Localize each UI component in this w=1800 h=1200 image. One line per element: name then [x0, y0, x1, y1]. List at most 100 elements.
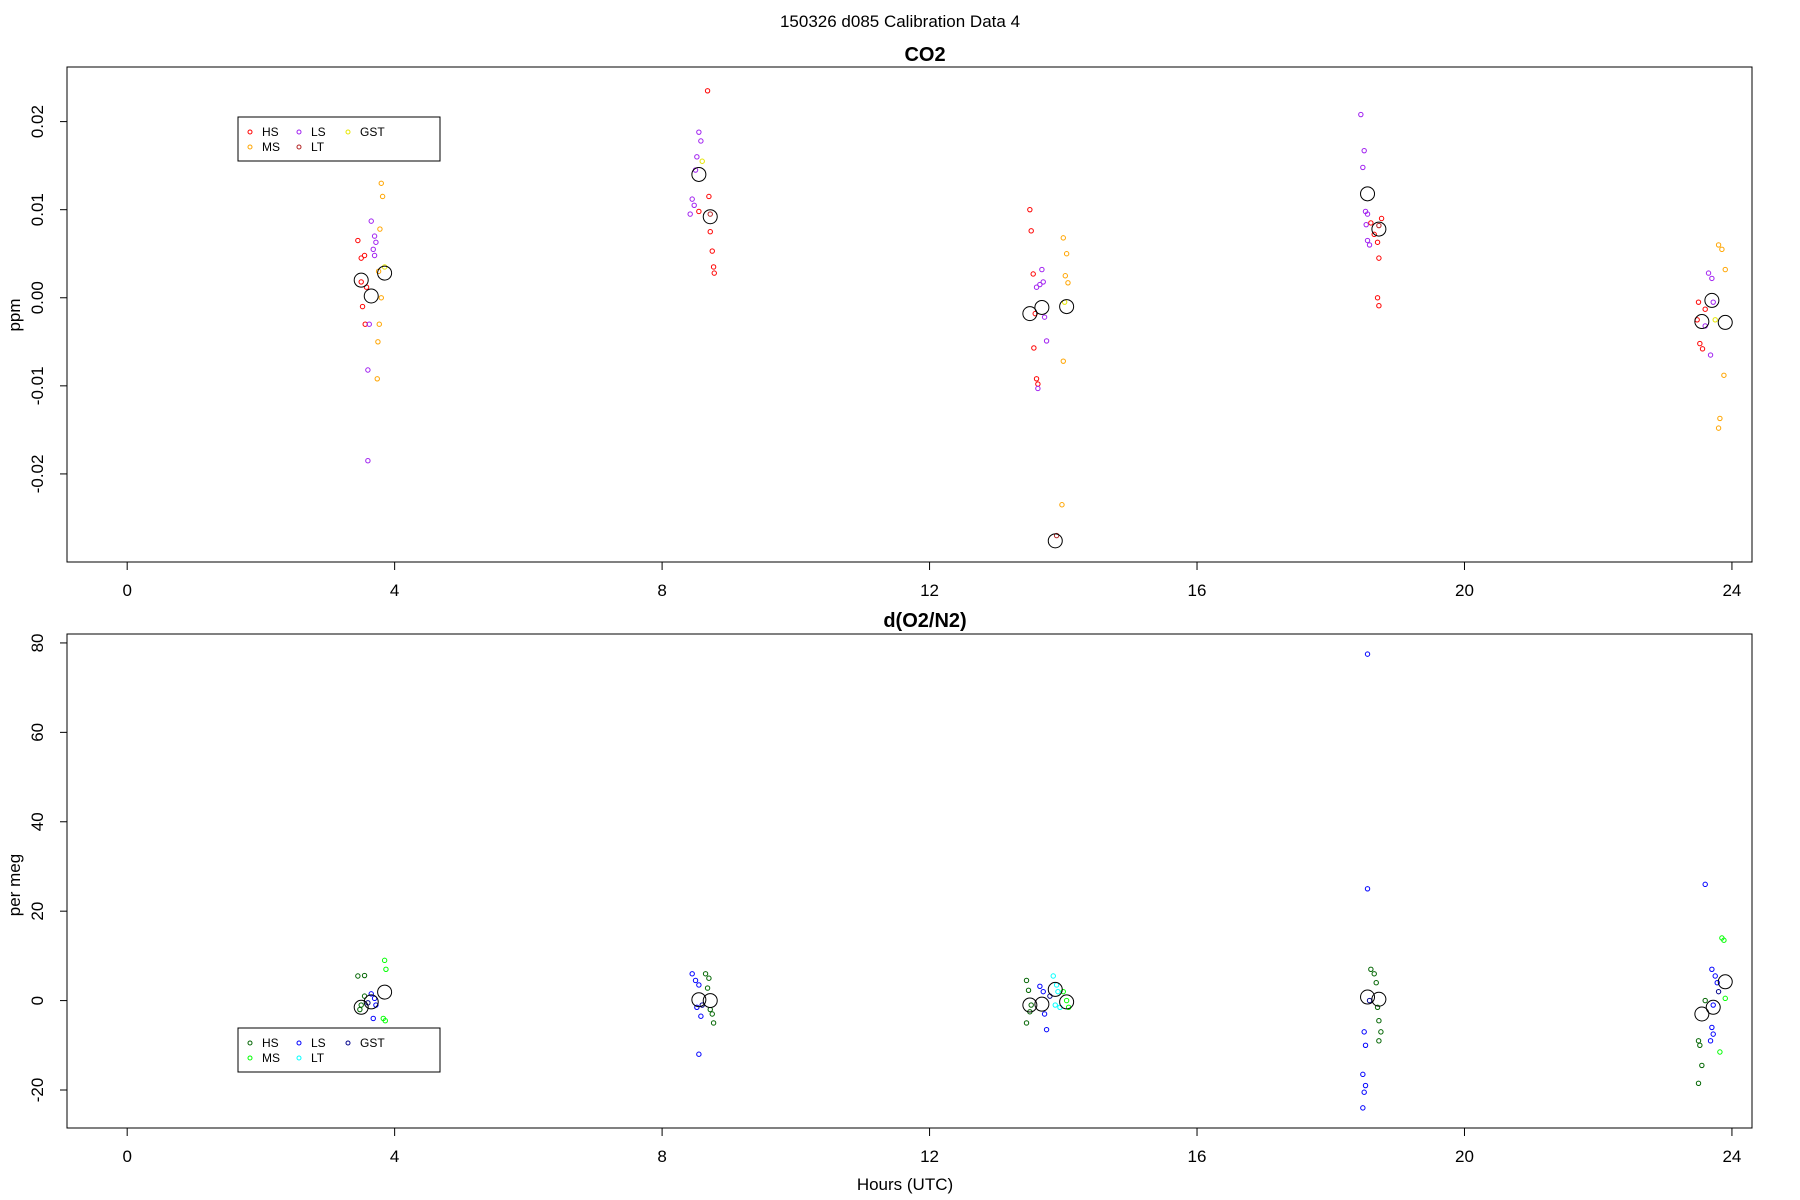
co2-x-tick-label: 0: [122, 581, 131, 600]
co2-legend-marker-gst: [345, 129, 351, 135]
co2-points: [353, 88, 1733, 549]
o2n2-point-hs: [361, 972, 368, 979]
o2n2-title: d(O2/N2): [883, 610, 966, 632]
co2-point-ls: [371, 233, 378, 239]
o2n2-point-ls: [1712, 973, 1718, 979]
co2-point-ms: [1063, 251, 1070, 257]
co2-x-tick-label: 20: [1455, 581, 1474, 600]
co2-point-hs: [1031, 345, 1037, 351]
co2-mean-point: [1371, 221, 1387, 237]
co2-point-ls: [373, 239, 379, 245]
o2n2-x-tick-label: 8: [657, 1147, 666, 1166]
co2-y-axis: -0.02 -0.01 0.00 0.01 0.02: [28, 105, 67, 493]
o2n2-y-tick-label: 60: [28, 723, 47, 742]
co2-point-ls: [687, 211, 693, 217]
co2-legend-label-gst: GST: [360, 125, 385, 139]
co2-point-ls: [1710, 299, 1716, 305]
o2n2-point-ls: [1041, 1011, 1048, 1017]
o2n2-point-ms: [1721, 937, 1727, 943]
o2n2-x-axis-label: Hours (UTC): [857, 1175, 953, 1194]
o2n2-x-tick-label: 4: [390, 1147, 399, 1166]
co2-legend-label-ls: LS: [311, 125, 326, 139]
o2n2-point-hs: [706, 975, 712, 981]
o2n2-y-tick-label: 80: [28, 633, 47, 652]
o2n2-point-ms: [1717, 1049, 1723, 1055]
co2-point-ls: [1363, 221, 1369, 228]
co2-point-ls: [1039, 266, 1045, 273]
co2-x-tick-label: 12: [920, 581, 939, 600]
o2n2-mean-point: [1717, 974, 1733, 990]
o2n2-point-ls: [1702, 881, 1708, 888]
o2n2-y-tick-label: 20: [28, 902, 47, 921]
co2-point-hs: [1368, 220, 1374, 226]
o2n2-legend-box: [237, 1027, 441, 1073]
co2-point-lt: [707, 211, 713, 217]
o2n2-point-ls: [696, 982, 702, 988]
o2n2-point-ls: [1361, 1089, 1367, 1095]
co2-point-hs: [1695, 299, 1702, 305]
o2n2-mean-point: [1371, 991, 1387, 1007]
co2-point-ms: [378, 180, 384, 186]
o2n2-point-ls: [1709, 966, 1715, 972]
co2-legend-marker-hs: [247, 129, 253, 135]
co2-point-ls: [1033, 284, 1040, 290]
co2-point-hs: [1376, 302, 1382, 309]
figure-title: 150326 d085 Calibration Data 4: [780, 12, 1020, 31]
co2-point-ls: [1037, 281, 1043, 288]
co2-point-ls: [366, 321, 372, 327]
co2-point-ms: [1721, 372, 1727, 378]
o2n2-point-hs: [1699, 1062, 1705, 1069]
o2n2-point-hs: [1025, 987, 1032, 994]
o2n2-point-hs: [1695, 1080, 1702, 1086]
o2n2-legend-marker-hs: [247, 1040, 253, 1046]
o2n2-point-ls: [1710, 1002, 1716, 1008]
o2n2-point-lt: [1055, 988, 1061, 995]
o2n2-y-axis-label: per meg: [5, 854, 24, 916]
co2-point-ms: [375, 339, 381, 345]
o2n2-y-tick-label: 0: [28, 996, 47, 1005]
co2-legend-marker-ls: [296, 129, 302, 135]
co2-point-ls: [1360, 164, 1366, 171]
co2-point-hs: [1374, 239, 1381, 245]
co2-point-ls: [1035, 385, 1041, 392]
o2n2-x-tick-label: 16: [1188, 1147, 1207, 1166]
co2-point-hs: [361, 252, 368, 259]
co2-point-hs: [704, 88, 711, 94]
co2-x-tick-label: 4: [390, 581, 399, 600]
co2-point-ms: [1722, 266, 1728, 273]
o2n2-x-tick-label: 20: [1455, 1147, 1474, 1166]
o2n2-point-hs: [1023, 977, 1030, 984]
co2-point-ms: [379, 193, 386, 200]
co2-x-tick-label: 24: [1722, 581, 1741, 600]
co2-mean-point: [1717, 314, 1733, 330]
co2-x-tick-label: 16: [1188, 581, 1207, 600]
co2-point-ls: [365, 458, 371, 464]
o2n2-point-ls: [1707, 1038, 1714, 1044]
co2-mean-point: [1694, 314, 1710, 330]
co2-point-ls: [365, 367, 371, 373]
o2n2-legend-label-lt: LT: [311, 1051, 325, 1065]
o2n2-point-ls: [692, 977, 699, 984]
co2-point-ms: [1715, 425, 1722, 431]
co2-point-hs: [706, 193, 712, 200]
o2n2-point-ls: [689, 971, 695, 977]
co2-legend-marker-lt: [296, 144, 302, 150]
o2n2-legend-label-gst: GST: [360, 1036, 385, 1050]
o2n2-point-hs: [710, 1020, 717, 1026]
o2n2-point-hs: [1023, 1020, 1030, 1026]
co2-y-tick-label: -0.02: [28, 455, 47, 494]
o2n2-point-gst: [1366, 997, 1373, 1004]
co2-legend-label-ms: MS: [262, 140, 280, 154]
o2n2-mean-point: [1034, 996, 1050, 1012]
o2n2-points: [353, 651, 1733, 1111]
co2-plot-frame: [66, 66, 1753, 563]
o2n2-point-hs: [1371, 971, 1377, 977]
co2-point-ls: [371, 252, 378, 259]
o2n2-point-ls: [1040, 988, 1046, 995]
co2-point-ls: [1705, 270, 1712, 276]
o2n2-point-lt: [1052, 1002, 1058, 1008]
co2-y-tick-label: 0.01: [28, 193, 47, 226]
o2n2-point-ms: [381, 957, 388, 964]
co2-point-hs: [355, 237, 361, 244]
o2n2-point-ls: [1364, 886, 1371, 892]
